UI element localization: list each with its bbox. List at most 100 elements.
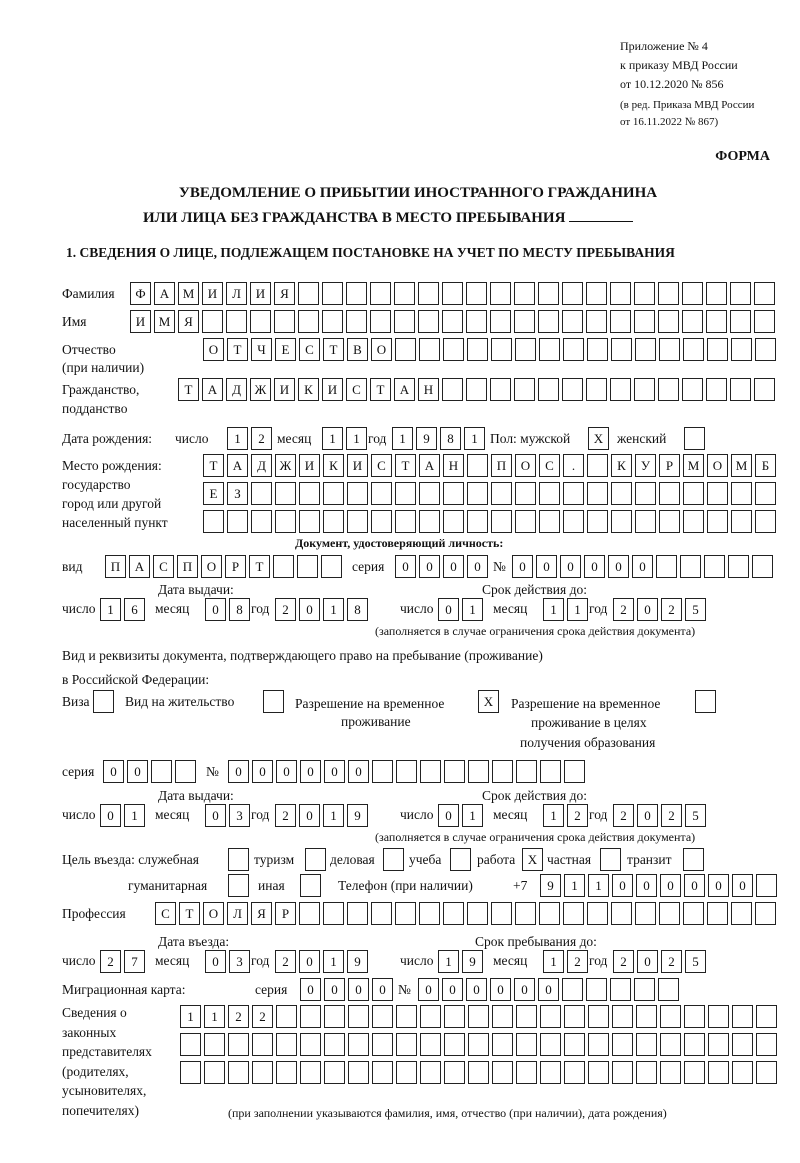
guardian-cell[interactable] <box>372 1005 393 1028</box>
birthplace-cell[interactable] <box>587 482 608 505</box>
id-number-cell[interactable] <box>680 555 701 578</box>
id-series-cell[interactable]: 0 <box>467 555 488 578</box>
stay-number-cell[interactable] <box>516 760 537 783</box>
guardian-cell[interactable] <box>468 1033 489 1056</box>
birthplace-cell[interactable] <box>683 482 704 505</box>
guardian-cell[interactable] <box>564 1033 585 1056</box>
guardian-cell[interactable] <box>540 1033 561 1056</box>
name-cell[interactable] <box>490 310 511 333</box>
birthplace-cell[interactable] <box>755 510 776 533</box>
dob-month-cell[interactable]: 1 <box>322 427 343 450</box>
stay-series-cell[interactable]: 0 <box>103 760 124 783</box>
mc-number-cell[interactable] <box>634 978 655 1001</box>
birthplace-cell[interactable]: А <box>227 454 248 477</box>
profession-cell[interactable] <box>347 902 368 925</box>
year-cell[interactable]: 0 <box>299 804 320 827</box>
guardian-cell[interactable] <box>636 1033 657 1056</box>
birthplace-cell[interactable] <box>491 482 512 505</box>
guardian-cell[interactable]: 2 <box>252 1005 273 1028</box>
birthplace-cell[interactable] <box>467 510 488 533</box>
citizenship-cell[interactable] <box>514 378 535 401</box>
day-cell[interactable]: 1 <box>100 598 121 621</box>
id-series-cell[interactable]: 0 <box>395 555 416 578</box>
guardian-cell[interactable] <box>324 1005 345 1028</box>
place-blank[interactable] <box>569 207 634 222</box>
patronymic-cell[interactable]: С <box>299 338 320 361</box>
birthplace-cell[interactable] <box>443 482 464 505</box>
patronymic-cell[interactable] <box>395 338 416 361</box>
name-cell[interactable] <box>562 310 583 333</box>
citizenship-cell[interactable]: И <box>322 378 343 401</box>
surname-cell[interactable] <box>634 282 655 305</box>
id-kind-cell[interactable]: П <box>105 555 126 578</box>
profession-cell[interactable]: О <box>203 902 224 925</box>
guardian-cell[interactable] <box>420 1033 441 1056</box>
guardian-cell[interactable] <box>276 1005 297 1028</box>
citizenship-cell[interactable]: Н <box>418 378 439 401</box>
dob-year-cell[interactable]: 1 <box>392 427 413 450</box>
mc-number-cell[interactable]: 0 <box>418 978 439 1001</box>
guardian-cell[interactable] <box>180 1033 201 1056</box>
citizenship-cell[interactable] <box>466 378 487 401</box>
month-cell[interactable]: 3 <box>229 804 250 827</box>
profession-cell[interactable] <box>611 902 632 925</box>
guardian-cell[interactable] <box>732 1033 753 1056</box>
profession-cell[interactable] <box>635 902 656 925</box>
profession-cell[interactable] <box>299 902 320 925</box>
birthplace-cell[interactable]: . <box>563 454 584 477</box>
guardian-cell[interactable] <box>180 1061 201 1084</box>
month-cell[interactable]: 0 <box>205 950 226 973</box>
patronymic-cell[interactable]: Т <box>227 338 248 361</box>
citizenship-cell[interactable]: Т <box>370 378 391 401</box>
name-cell[interactable] <box>322 310 343 333</box>
id-number-cell[interactable] <box>752 555 773 578</box>
name-cell[interactable] <box>754 310 775 333</box>
profession-cell[interactable] <box>563 902 584 925</box>
birthplace-cell[interactable] <box>563 482 584 505</box>
patronymic-cell[interactable] <box>419 338 440 361</box>
purpose-business-checkbox[interactable] <box>383 848 404 871</box>
patronymic-cell[interactable] <box>659 338 680 361</box>
guardian-cell[interactable] <box>276 1033 297 1056</box>
day-cell[interactable]: 9 <box>462 950 483 973</box>
year-cell[interactable]: 2 <box>275 950 296 973</box>
name-cell[interactable] <box>586 310 607 333</box>
guardian-cell[interactable] <box>588 1061 609 1084</box>
birthplace-cell[interactable]: З <box>227 482 248 505</box>
purpose-study-checkbox[interactable] <box>450 848 471 871</box>
birthplace-cell[interactable] <box>419 482 440 505</box>
sex-female-checkbox[interactable] <box>684 427 705 450</box>
guardian-cell[interactable] <box>660 1005 681 1028</box>
citizenship-cell[interactable] <box>754 378 775 401</box>
guardian-cell[interactable] <box>396 1033 417 1056</box>
dob-day-cell[interactable]: 2 <box>251 427 272 450</box>
year-cell[interactable]: 2 <box>613 804 634 827</box>
guardian-cell[interactable]: 1 <box>204 1005 225 1028</box>
guardian-cell[interactable] <box>708 1005 729 1028</box>
name-cell[interactable] <box>538 310 559 333</box>
mc-number-cell[interactable]: 0 <box>442 978 463 1001</box>
month-cell[interactable]: 1 <box>543 804 564 827</box>
citizenship-cell[interactable]: С <box>346 378 367 401</box>
surname-cell[interactable]: М <box>178 282 199 305</box>
profession-cell[interactable] <box>467 902 488 925</box>
name-cell[interactable] <box>370 310 391 333</box>
surname-cell[interactable] <box>658 282 679 305</box>
surname-cell[interactable] <box>490 282 511 305</box>
guardian-cell[interactable] <box>684 1005 705 1028</box>
birthplace-cell[interactable] <box>395 482 416 505</box>
mc-number-cell[interactable] <box>586 978 607 1001</box>
guardian-cell[interactable] <box>420 1005 441 1028</box>
id-series-cell[interactable]: 0 <box>419 555 440 578</box>
guardian-cell[interactable] <box>228 1061 249 1084</box>
mc-number-cell[interactable]: 0 <box>514 978 535 1001</box>
birthplace-cell[interactable] <box>707 482 728 505</box>
citizenship-cell[interactable] <box>610 378 631 401</box>
birthplace-cell[interactable] <box>227 510 248 533</box>
name-cell[interactable] <box>394 310 415 333</box>
patronymic-cell[interactable] <box>755 338 776 361</box>
year-cell[interactable]: 0 <box>637 598 658 621</box>
phone-cell[interactable]: 1 <box>588 874 609 897</box>
patronymic-cell[interactable] <box>587 338 608 361</box>
year-cell[interactable]: 2 <box>661 950 682 973</box>
